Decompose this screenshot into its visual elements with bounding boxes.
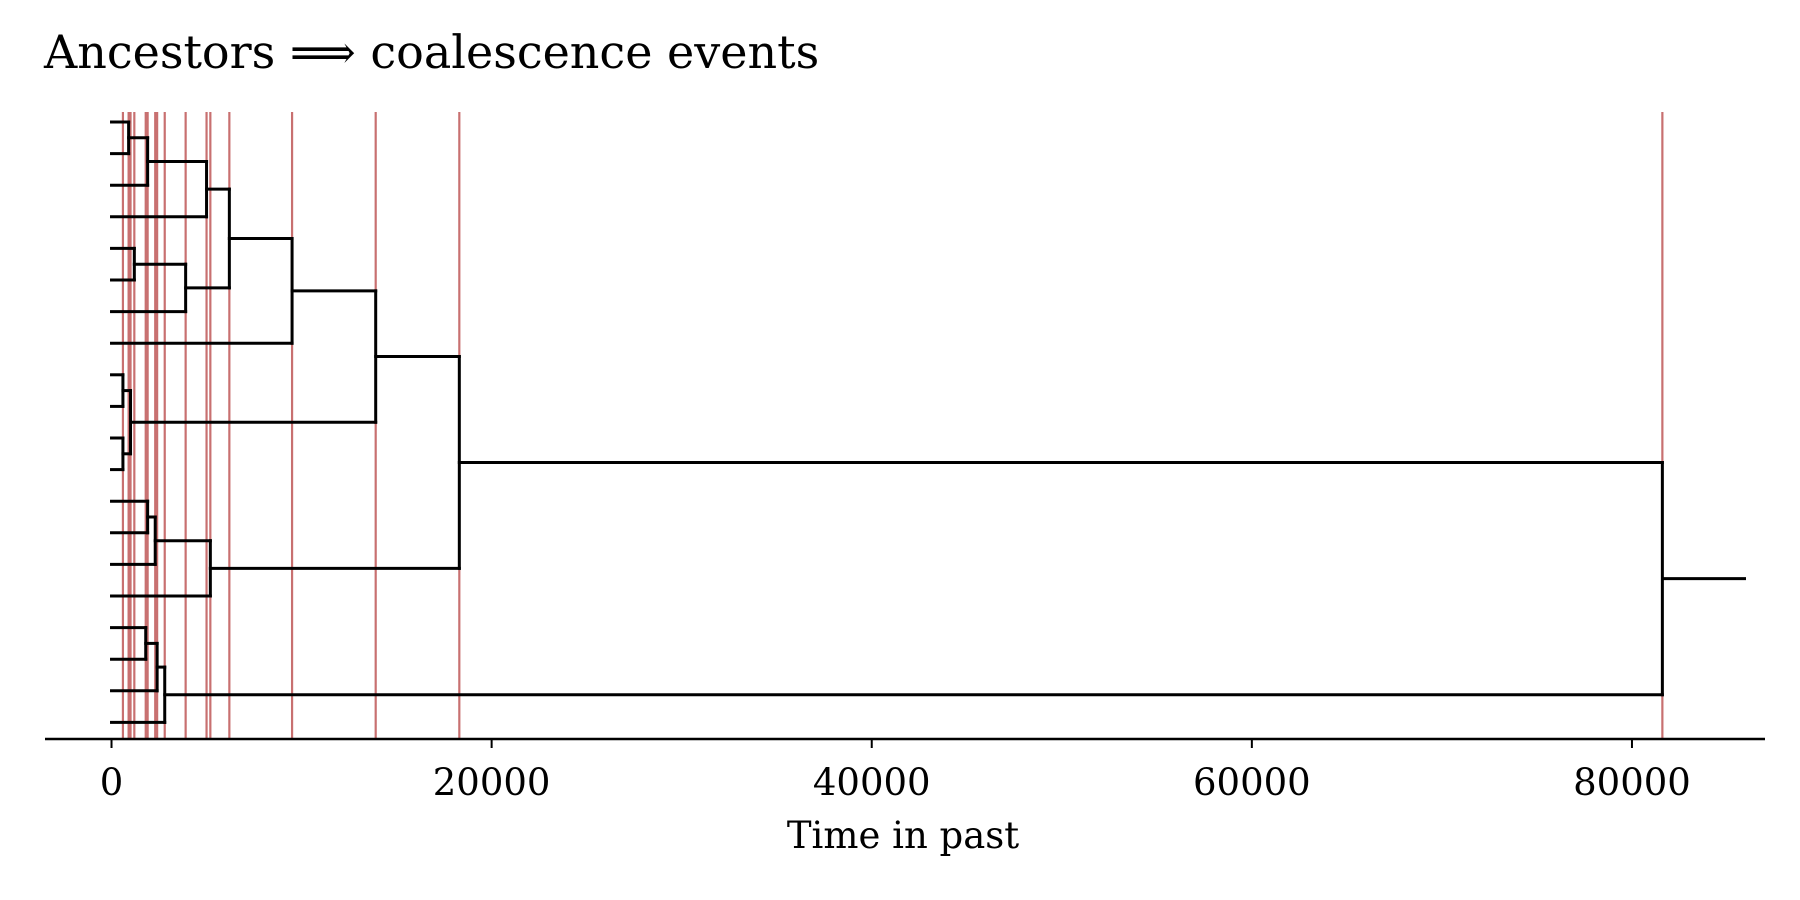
x-tick-label: 0 (100, 761, 124, 804)
x-axis-ticks: 0 20000 40000 60000 80000 (100, 739, 1691, 804)
x-axis-label: Time in past (787, 814, 1019, 857)
coalescence-event-lines (121, 112, 1664, 739)
x-tick-label: 80000 (1573, 761, 1691, 804)
x-tick-label: 20000 (433, 761, 551, 804)
x-tick-label: 40000 (813, 761, 931, 804)
chart-title: Ancestors ⟹ coalescence events (43, 25, 819, 79)
tree-branches (110, 120, 1746, 724)
x-tick-label: 60000 (1193, 761, 1311, 804)
